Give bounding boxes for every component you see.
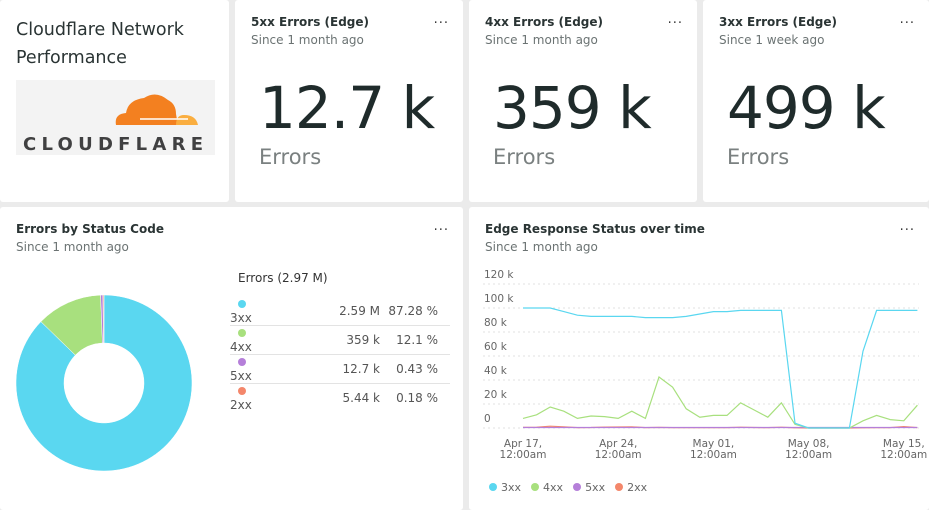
billboard-unit: Errors — [727, 145, 790, 169]
more-menu-button[interactable]: ... — [433, 12, 449, 27]
card-subtitle: Since 1 month ago — [251, 33, 364, 47]
card-title: 3xx Errors (Edge) — [719, 15, 838, 29]
row-value: 2.59 M — [270, 297, 380, 326]
legend-dot-icon — [573, 483, 582, 491]
y-tick-label: 40 k — [484, 365, 508, 377]
legend-label: 5xx — [585, 481, 606, 494]
more-menu-button[interactable]: ... — [899, 219, 915, 234]
series-line-3xx[interactable] — [523, 307, 918, 429]
x-tick-label: Apr 17, 12:00am — [500, 438, 547, 461]
donut-chart — [15, 294, 193, 472]
errors-by-status-card: Errors by Status Code Since 1 month ago … — [0, 207, 463, 510]
x-tick-label: May 15, 12:00am — [880, 438, 927, 461]
row-percent: 87.28 % — [380, 297, 450, 326]
legend-item-3xx[interactable]: 3xx — [489, 481, 521, 494]
y-tick-label: 120 k — [484, 269, 514, 281]
more-menu-button[interactable]: ... — [433, 219, 449, 234]
card-title: 5xx Errors (Edge) — [251, 15, 370, 29]
legend-dot-icon — [238, 300, 246, 308]
more-menu-button[interactable]: ... — [899, 12, 915, 27]
row-value: 12.7 k — [270, 354, 380, 384]
row-label: 5xx — [230, 354, 270, 384]
legend-dot-icon — [615, 483, 624, 491]
donut-slice-2xx[interactable] — [102, 294, 105, 344]
y-tick-label: 0 — [484, 413, 491, 425]
card-subtitle: Since 1 month ago — [485, 33, 598, 47]
legend-dot-icon — [238, 329, 246, 337]
dashboard-title: Cloudflare Network Performance — [16, 20, 184, 68]
legend-item-2xx[interactable]: 2xx — [615, 481, 647, 494]
card-subtitle: Since 1 month ago — [16, 240, 129, 254]
table-row[interactable]: 3xx 2.59 M 87.28 % — [230, 297, 450, 326]
legend-item-5xx[interactable]: 5xx — [573, 481, 605, 494]
table-header: Errors (2.97 M) — [238, 271, 328, 285]
billboard-unit: Errors — [493, 145, 556, 169]
card-subtitle: Since 1 month ago — [485, 240, 598, 254]
y-tick-label: 100 k — [484, 293, 514, 305]
legend-item-4xx[interactable]: 4xx — [531, 481, 563, 494]
row-percent: 0.43 % — [380, 354, 450, 384]
billboard-unit: Errors — [259, 145, 322, 169]
table-row[interactable]: 2xx 5.44 k 0.18 % — [230, 384, 450, 412]
billboard-value: 499 k — [727, 74, 886, 142]
x-tick-label: Apr 24, 12:00am — [595, 438, 642, 461]
card-subtitle: Since 1 week ago — [719, 33, 825, 47]
card-title: 4xx Errors (Edge) — [485, 15, 604, 29]
x-tick-label: May 08, 12:00am — [785, 438, 832, 461]
edge-response-card: Edge Response Status over time Since 1 m… — [469, 207, 929, 510]
cloudflare-logo: CLOUDFLARE — [16, 80, 215, 155]
x-tick-label: May 01, 12:00am — [690, 438, 737, 461]
more-menu-button[interactable]: ... — [667, 12, 683, 27]
legend-dot-icon — [238, 387, 246, 395]
series-line-4xx[interactable] — [522, 376, 918, 429]
y-tick-label: 60 k — [484, 341, 508, 353]
table-row[interactable]: 4xx 359 k 12.1 % — [230, 325, 450, 355]
y-tick-label: 20 k — [484, 389, 508, 401]
legend-dot-icon — [489, 483, 497, 491]
row-value: 359 k — [270, 325, 380, 355]
billboard-3xx: 3xx Errors (Edge) Since 1 week ago ... 4… — [703, 0, 929, 202]
billboard-4xx: 4xx Errors (Edge) Since 1 month ago ... … — [469, 0, 697, 202]
legend-label: 2xx — [627, 481, 648, 494]
table-row[interactable]: 5xx 12.7 k 0.43 % — [230, 354, 450, 384]
y-tick-label: 80 k — [484, 317, 508, 329]
row-value: 5.44 k — [342, 391, 380, 405]
line-chart: 120 k 100 k 80 k 60 k 40 k 20 k 0 Apr 17, 12:00a… — [483, 269, 927, 461]
card-title: Edge Response Status over time — [485, 222, 705, 236]
billboard-value: 359 k — [493, 74, 652, 142]
title-card: Cloudflare Network Performance CLOUDFLAR… — [0, 0, 229, 202]
legend-label: 4xx — [543, 481, 564, 494]
row-label: 3xx — [230, 297, 270, 326]
row-percent: 0.18 % — [396, 391, 438, 405]
chart-legend: 3xx 4xx 5xx 2xx — [489, 481, 647, 494]
svg-text:CLOUDFLARE: CLOUDFLARE — [23, 134, 205, 155]
legend-dot-icon — [238, 358, 246, 366]
card-title: Errors by Status Code — [16, 222, 164, 236]
row-label: 2xx — [230, 384, 270, 412]
billboard-value: 12.7 k — [259, 74, 435, 142]
legend-dot-icon — [531, 483, 540, 491]
billboard-5xx: 5xx Errors (Edge) Since 1 month ago ... … — [235, 0, 463, 202]
legend-label: 3xx — [501, 481, 522, 494]
row-percent: 12.1 % — [380, 325, 450, 355]
row-label: 4xx — [230, 325, 270, 355]
